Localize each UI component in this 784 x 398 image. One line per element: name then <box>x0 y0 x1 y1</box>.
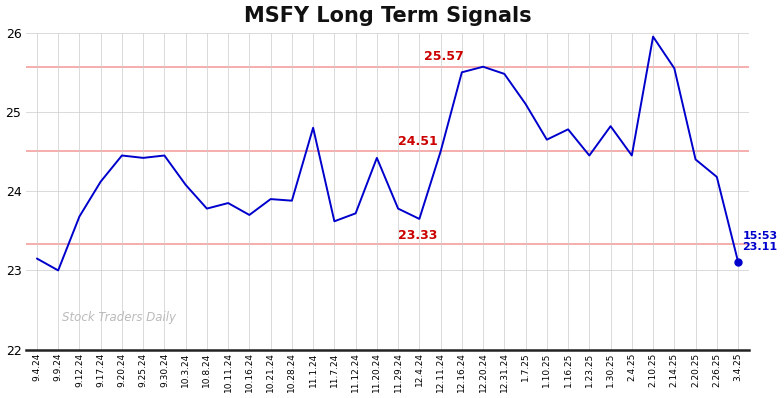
Text: 15:53
23.11: 15:53 23.11 <box>742 230 778 252</box>
Text: 23.33: 23.33 <box>398 229 437 242</box>
Text: 24.51: 24.51 <box>398 135 437 148</box>
Title: MSFY Long Term Signals: MSFY Long Term Signals <box>244 6 532 25</box>
Text: Stock Traders Daily: Stock Traders Daily <box>63 311 176 324</box>
Text: 25.57: 25.57 <box>423 51 463 63</box>
